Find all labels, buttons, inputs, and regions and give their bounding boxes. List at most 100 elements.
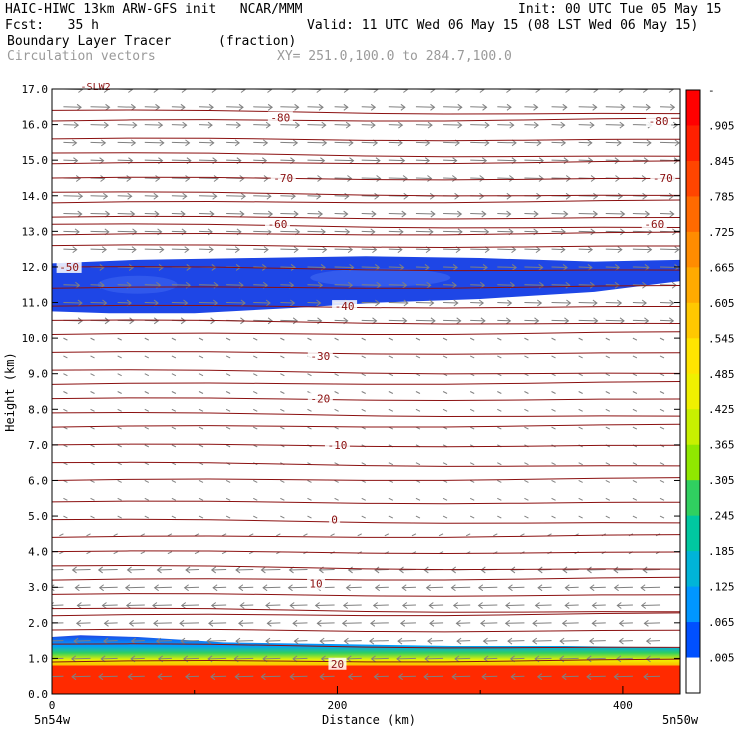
circulation-vector	[128, 675, 145, 678]
isotherm-line	[52, 550, 680, 555]
vector-head	[126, 175, 132, 182]
circulation-vector	[388, 337, 394, 341]
vector-head	[426, 281, 432, 289]
circulation-vector	[72, 568, 91, 571]
vector-head	[457, 121, 463, 129]
circulation-vector	[578, 141, 592, 144]
vector-head	[642, 566, 648, 574]
circulation-vector	[253, 426, 258, 430]
vector-head	[180, 103, 186, 111]
vector-head	[617, 246, 623, 254]
vector-head	[45, 638, 49, 644]
circulation-vector	[361, 141, 378, 144]
vector-head	[210, 566, 217, 574]
vector-head	[156, 566, 162, 574]
circulation-vector	[551, 337, 556, 341]
vector-head	[535, 246, 541, 254]
circulation-vector	[117, 515, 122, 519]
circulation-vector	[344, 640, 362, 642]
circulation-vector	[290, 604, 308, 607]
vector-head	[185, 175, 191, 182]
circulation-vector	[225, 337, 231, 341]
vector-head	[614, 281, 620, 289]
vector-head	[290, 299, 296, 307]
vector-head	[398, 121, 404, 129]
circulation-vector	[659, 515, 665, 519]
y-tick-label: 13.0	[22, 225, 49, 238]
circulation-vector	[641, 604, 661, 607]
circulation-vector	[171, 284, 191, 286]
circulation-vector	[253, 319, 273, 322]
vector-head	[402, 317, 408, 325]
circulation-vector	[632, 266, 649, 268]
vector-head	[592, 210, 599, 218]
isotherm-line	[52, 266, 680, 272]
vector-head	[457, 103, 463, 111]
vector-head	[347, 246, 354, 254]
vector-head	[127, 673, 133, 681]
circulation-vector	[641, 586, 661, 589]
circulation-vector	[505, 622, 525, 624]
colorbar-swatch	[686, 480, 700, 517]
circulation-vector	[144, 497, 149, 501]
vector-head	[537, 566, 543, 574]
circulation-vector	[103, 640, 118, 642]
circulation-vector	[361, 497, 366, 501]
colorbar-swatch	[686, 125, 700, 162]
circulation-vector	[497, 302, 512, 304]
vector-head	[128, 619, 134, 627]
isotherm-line	[52, 477, 680, 481]
circulation-vector	[171, 373, 177, 377]
circulation-vector	[424, 675, 444, 678]
y-tick-label: 0.0	[28, 688, 48, 701]
circulation-vector	[225, 373, 231, 377]
circulation-vector	[126, 604, 145, 607]
circulation-vector	[551, 284, 570, 286]
circulation-vector	[402, 604, 416, 607]
circulation-vector	[90, 195, 108, 197]
colorbar-label: .545	[708, 332, 735, 345]
circulation-vector	[524, 177, 543, 179]
vector-head	[372, 317, 378, 325]
circulation-vector	[307, 302, 321, 304]
vector-head	[105, 210, 111, 218]
vector-head	[455, 619, 461, 627]
y-tick-label: 5.0	[28, 510, 48, 523]
vector-head	[507, 299, 513, 307]
vector-head	[266, 192, 272, 200]
circulation-vector	[497, 391, 502, 394]
vector-head	[511, 264, 518, 271]
temp-label: -60	[268, 218, 288, 231]
y-tick-label: 6.0	[28, 474, 48, 487]
circulation-vector	[578, 106, 597, 108]
vector-head	[536, 192, 542, 200]
vector-head	[592, 103, 598, 111]
circulation-vector	[63, 248, 77, 251]
isotherm-line	[52, 117, 680, 122]
vector-head	[562, 566, 568, 574]
circulation-vector	[234, 657, 254, 660]
circulation-vector	[307, 106, 324, 108]
vector-head	[560, 246, 566, 254]
vector-head	[452, 175, 458, 182]
vector-head	[403, 299, 409, 307]
circulation-vector	[578, 159, 593, 162]
vector-head	[180, 317, 187, 325]
circulation-vector	[346, 586, 362, 589]
vector-head	[619, 121, 625, 129]
circulation-vector	[280, 355, 285, 359]
circulation-vector	[605, 515, 611, 519]
circulation-vector	[524, 480, 529, 483]
circulation-vector	[632, 426, 638, 430]
isotherm-line	[52, 152, 680, 158]
circulation-vector	[171, 141, 190, 144]
circulation-vector	[375, 568, 389, 571]
y-tick-label: 3.0	[28, 581, 48, 594]
circulation-vector	[125, 586, 145, 589]
circulation-vector	[198, 355, 204, 359]
vector-head	[561, 673, 567, 681]
vector-head	[616, 655, 622, 663]
circulation-vector	[221, 533, 227, 537]
circulation-vector	[63, 195, 83, 197]
circulation-vector	[442, 497, 448, 501]
